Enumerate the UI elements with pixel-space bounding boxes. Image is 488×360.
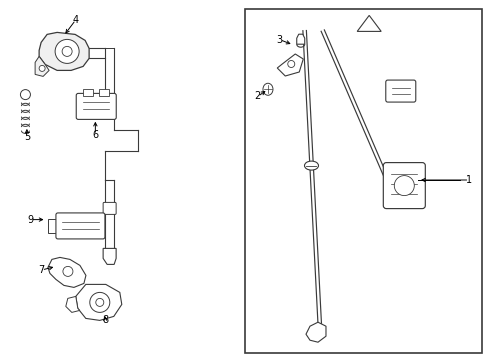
Polygon shape — [35, 57, 49, 76]
Circle shape — [20, 90, 30, 100]
FancyBboxPatch shape — [76, 93, 116, 120]
Polygon shape — [48, 257, 86, 287]
Circle shape — [96, 298, 103, 306]
Circle shape — [393, 176, 413, 195]
Circle shape — [39, 66, 45, 71]
Bar — [245, 9, 481, 353]
Ellipse shape — [304, 161, 318, 170]
Polygon shape — [66, 296, 80, 312]
FancyBboxPatch shape — [56, 213, 105, 239]
Ellipse shape — [263, 83, 272, 95]
Polygon shape — [277, 54, 303, 76]
Polygon shape — [39, 32, 89, 71]
Text: 2: 2 — [254, 91, 260, 102]
Text: 4: 4 — [73, 15, 79, 25]
Text: 9: 9 — [27, 215, 33, 225]
FancyBboxPatch shape — [383, 163, 425, 208]
Circle shape — [62, 46, 72, 57]
Circle shape — [63, 266, 73, 276]
Circle shape — [55, 39, 79, 63]
Circle shape — [90, 292, 110, 312]
Text: 8: 8 — [102, 315, 108, 325]
Text: 3: 3 — [276, 35, 282, 45]
FancyBboxPatch shape — [385, 80, 415, 102]
Polygon shape — [296, 34, 304, 44]
Polygon shape — [103, 248, 116, 264]
Polygon shape — [356, 15, 381, 31]
Bar — [83, 89, 93, 96]
Bar — [48, 219, 60, 233]
Text: 5: 5 — [24, 132, 30, 142]
Text: 1: 1 — [466, 175, 471, 185]
Text: 7: 7 — [39, 265, 44, 275]
Polygon shape — [76, 284, 122, 320]
Circle shape — [287, 60, 294, 68]
FancyBboxPatch shape — [103, 202, 116, 215]
Text: 6: 6 — [92, 130, 98, 140]
Bar — [99, 89, 109, 96]
Polygon shape — [305, 322, 325, 342]
